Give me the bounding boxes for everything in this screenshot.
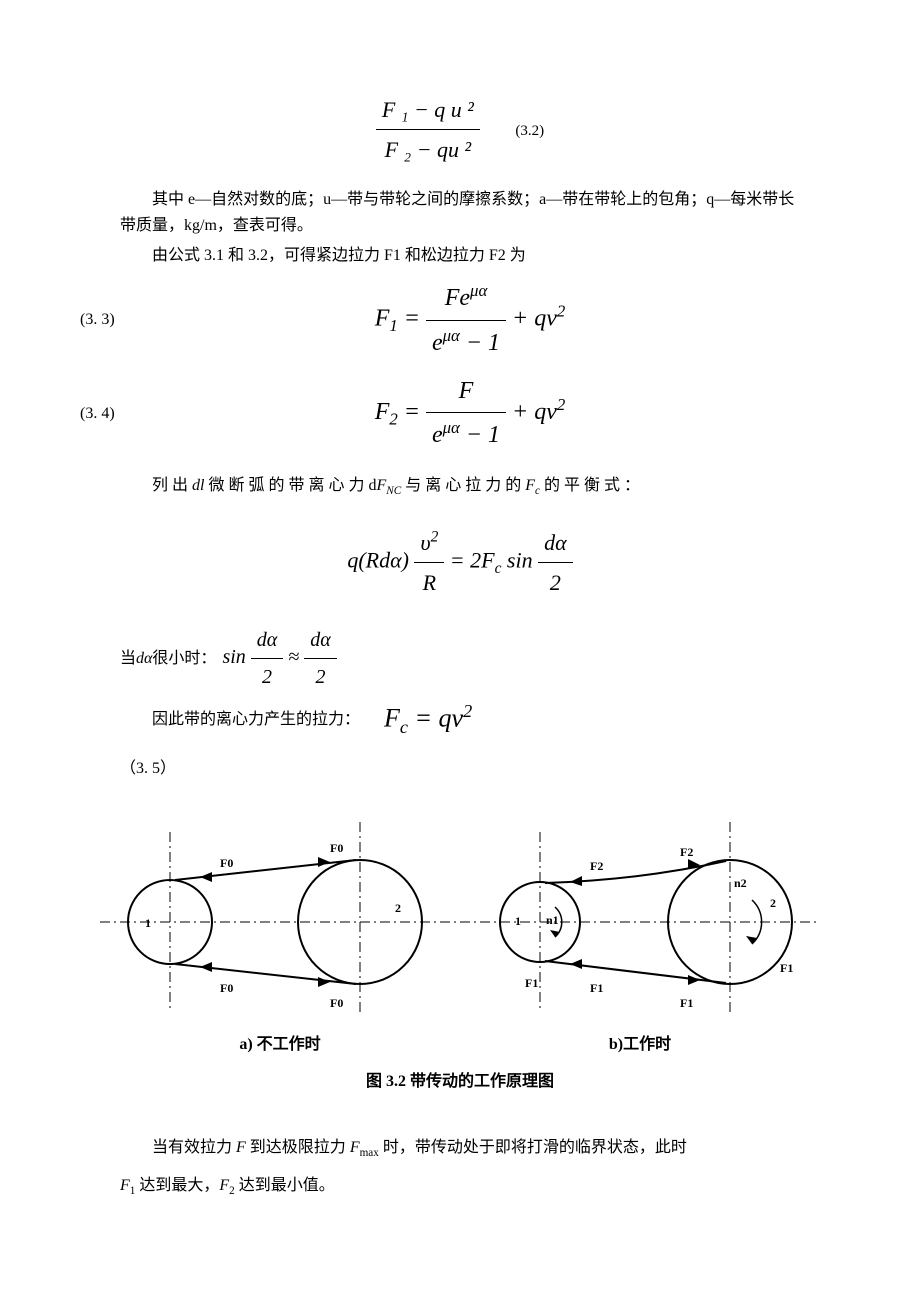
equation-3-3: (3. 3) F1 = Feμα eμα − 1 + qv2	[60, 278, 860, 362]
eq34-label: (3. 4)	[60, 401, 200, 427]
p6-mid1: 到达极限拉力	[246, 1139, 350, 1156]
p4-da: dα	[136, 646, 152, 672]
paragraph-limit: 当有效拉力 F 到达极限拉力 Fmax 时，带传动处于即将打滑的临界状态，此时	[120, 1135, 800, 1163]
p3-end: 的 平 衡 式 ：	[540, 477, 640, 494]
lbl-b-1: 1	[515, 914, 521, 928]
paragraph-centrifugal-tension: 因此带的离心力产生的拉力： Fc = qv2	[120, 697, 800, 742]
p6-pre: 当有效拉力	[152, 1139, 236, 1156]
lbl-F0-br: F0	[330, 996, 343, 1010]
p7-F2: F	[219, 1177, 229, 1194]
paragraph-small-angle: 当 dα 很小时： sin dα2 ≈ dα2	[120, 624, 800, 693]
p3-nc: NC	[386, 485, 401, 497]
p3-fc: F	[525, 477, 535, 494]
lbl-n1: n1	[546, 913, 559, 927]
eq35-label: （3. 5）	[120, 756, 800, 782]
eq32-label: (3.2)	[515, 123, 544, 139]
diagram-a-idle: F0 F0 F0 F0 1 2	[100, 812, 460, 1012]
eq33-label: (3. 3)	[60, 307, 200, 333]
p3-fnc: F	[376, 477, 386, 494]
paragraph-balance: 列 出 dl 微 断 弧 的 带 离 心 力 dFNC 与 离 心 拉 力 的 …	[120, 473, 800, 501]
equation-centrifugal: q(Rdα) υ2R = 2Fc sin dα2	[60, 525, 860, 600]
eq34-body: F2 = F eμα − 1 + qv2	[200, 372, 740, 455]
lbl-F1-bl: F1	[590, 981, 603, 995]
lbl-F2-tr: F2	[680, 845, 693, 859]
p7-F1: F	[120, 1177, 130, 1194]
equation-3-2: F ₁ − q u ² F ₂ − qu ² (3.2)	[60, 92, 860, 167]
p6-max: max	[360, 1147, 379, 1159]
eq32-denominator: F ₂ − qu ²	[376, 130, 480, 167]
lbl-F1-br: F1	[680, 996, 693, 1010]
p3-dl: dl	[192, 477, 204, 494]
lbl-F0-tl: F0	[220, 856, 233, 870]
lbl-F0-tr: F0	[330, 841, 343, 855]
lbl-a-1: 1	[145, 916, 151, 930]
eq32-numerator: F ₁ − q u ²	[376, 92, 480, 130]
paragraph-derive: 由公式 3.1 和 3.2，可得紧边拉力 F1 和松边拉力 F2 为	[120, 243, 800, 269]
p4-mid: 很小时：	[152, 646, 216, 672]
paragraph-definitions: 其中 e—自然对数的底；u—带与带轮之间的摩擦系数；a—带在带轮上的包角；q—每…	[120, 187, 800, 238]
p3-pre: 列 出	[152, 477, 192, 494]
p6-mid2: 时，带传动处于即将打滑的临界状态，此时	[379, 1139, 687, 1156]
p6-F: F	[236, 1139, 246, 1156]
lbl-b-2: 2	[770, 896, 776, 910]
figure-main-caption: 图 3.2 带传动的工作原理图	[60, 1069, 860, 1095]
diagram-b-working: F2 F2 F1 F1 F1 F1 1 2 n1 n2	[460, 812, 820, 1012]
lbl-F1-bl-out: F1	[525, 976, 538, 990]
figure-subcaptions: a) 不工作时 b)工作时	[100, 1032, 820, 1058]
p3-mid1: 微 断 弧 的 带 离 心 力 d	[204, 477, 376, 494]
p4-pre: 当	[120, 646, 136, 672]
p3-mid2: 与 离 心 拉 力 的	[401, 477, 525, 494]
paragraph-limit-2: F1 达到最大，F2 达到最小值。	[120, 1173, 800, 1201]
lbl-F1-br-out: F1	[780, 961, 793, 975]
p6-Fmax: F	[350, 1139, 360, 1156]
p7-end: 达到最小值。	[235, 1177, 335, 1194]
caption-a: a) 不工作时	[100, 1032, 460, 1058]
p5-text: 因此带的离心力产生的拉力：	[120, 707, 360, 733]
lbl-a-2: 2	[395, 901, 401, 915]
lbl-n2: n2	[734, 876, 747, 890]
caption-b: b)工作时	[460, 1032, 820, 1058]
equation-3-4: (3. 4) F2 = F eμα − 1 + qv2	[60, 372, 860, 455]
figure-row: F0 F0 F0 F0 1 2 F2 F2 F1 F1 F1	[100, 812, 820, 1012]
lbl-F0-bl: F0	[220, 981, 233, 995]
p7-mid: 达到最大，	[135, 1177, 219, 1194]
lbl-F2-tl: F2	[590, 859, 603, 873]
eq33-body: F1 = Feμα eμα − 1 + qv2	[200, 278, 740, 362]
